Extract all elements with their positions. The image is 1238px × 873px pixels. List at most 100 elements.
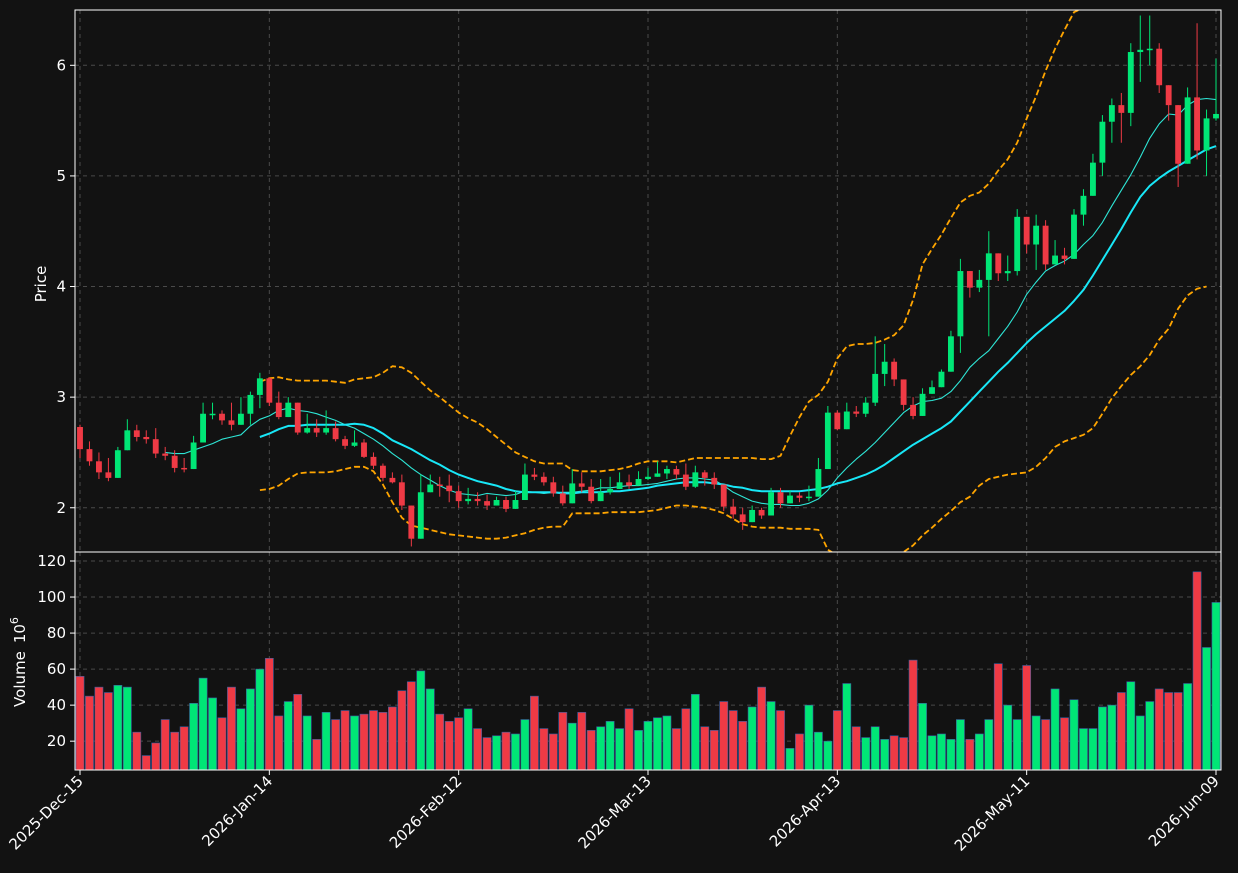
candle <box>531 467 538 481</box>
candle <box>966 271 973 298</box>
volume-bar <box>776 710 785 770</box>
candle-body <box>152 439 159 454</box>
volume-bar <box>899 737 908 770</box>
candle-body <box>749 509 756 523</box>
candle-body <box>692 472 699 487</box>
volume-bar <box>946 739 956 770</box>
volume-bar <box>369 710 378 770</box>
volume-bar <box>1135 715 1145 770</box>
candle-body <box>843 411 850 430</box>
volume-bar <box>1012 719 1022 770</box>
price-axis-label: Price <box>32 266 50 303</box>
candle <box>739 507 746 530</box>
candle <box>1213 58 1219 121</box>
volume-bar <box>122 686 132 770</box>
candle-body <box>209 413 216 416</box>
candle-body <box>768 492 775 516</box>
candle-body <box>758 509 765 516</box>
candle <box>805 485 812 502</box>
candle <box>550 476 557 497</box>
candle <box>985 231 992 337</box>
candle-body <box>105 472 112 478</box>
candle-body <box>1127 52 1134 113</box>
candle-body <box>673 469 680 475</box>
volume-bar <box>454 717 464 770</box>
volume-bar <box>170 731 180 770</box>
candle-body <box>446 485 453 492</box>
volume-bar <box>274 715 284 770</box>
volume-bar <box>378 712 388 770</box>
candle <box>910 397 917 420</box>
candle <box>626 474 633 489</box>
volume-bar <box>993 663 1003 770</box>
candle <box>645 467 651 481</box>
candle-body <box>389 477 396 483</box>
volume-bar <box>709 730 719 770</box>
candle-body <box>1052 255 1059 265</box>
volume-bar <box>974 733 984 770</box>
candle-body <box>626 482 633 486</box>
volume-bar <box>984 719 994 770</box>
volume-bar <box>814 731 823 770</box>
candle-body <box>739 514 746 523</box>
candle <box>95 452 102 479</box>
volume-bar <box>1126 681 1136 770</box>
candle <box>313 419 320 437</box>
candle-body <box>985 253 992 280</box>
volume-tick-label: 80 <box>47 624 66 642</box>
volume-bar <box>302 715 312 770</box>
volume-bar <box>255 668 265 770</box>
candle <box>1108 98 1115 143</box>
volume-bar <box>179 726 189 770</box>
volume-bar <box>672 728 681 770</box>
candle <box>209 402 216 420</box>
y-tick-labels: 2 3 4 5 6 20 40 60 80 100 120 <box>37 56 75 750</box>
candle-body <box>550 482 557 494</box>
candle <box>351 430 358 447</box>
candles <box>77 15 1219 547</box>
candle <box>1146 15 1153 66</box>
volume-bar <box>643 721 653 770</box>
candle <box>569 469 576 504</box>
candle <box>1156 43 1163 93</box>
candle-body <box>1118 105 1125 113</box>
candle <box>294 402 301 435</box>
candle-body <box>824 412 831 470</box>
volume-bar <box>321 712 331 770</box>
candle-body <box>1061 255 1068 259</box>
volume-bar <box>425 688 435 770</box>
volume-bar <box>359 713 369 770</box>
candle-body <box>976 279 983 288</box>
candle <box>323 410 330 435</box>
volume-bar <box>113 685 123 770</box>
candle <box>427 474 434 493</box>
candle <box>86 441 93 466</box>
volume-bar <box>1145 701 1155 770</box>
volume-bar <box>208 697 217 770</box>
volume-tick-label: 120 <box>37 552 66 570</box>
volume-bar <box>246 688 255 770</box>
candle <box>872 336 879 406</box>
volume-bar <box>624 708 634 770</box>
candle <box>105 457 112 482</box>
volume-bar <box>804 704 814 770</box>
volume-bar <box>851 726 861 770</box>
candle-body <box>1146 48 1153 51</box>
candle <box>1099 115 1106 176</box>
candle-body <box>805 496 812 499</box>
candle <box>171 450 178 473</box>
volume-bars <box>75 571 1221 770</box>
candle <box>256 372 263 409</box>
candle-body <box>1108 105 1115 122</box>
candle-body <box>294 402 301 433</box>
candle-body <box>663 469 670 474</box>
candle-body <box>540 476 547 483</box>
volume-bar <box>1060 717 1069 770</box>
candle-body <box>474 498 481 502</box>
volume-bar <box>918 703 927 770</box>
volume-bar <box>615 728 624 770</box>
candle-body <box>891 361 898 380</box>
candle <box>342 435 349 450</box>
candle <box>682 463 689 491</box>
candle-body <box>313 428 320 433</box>
